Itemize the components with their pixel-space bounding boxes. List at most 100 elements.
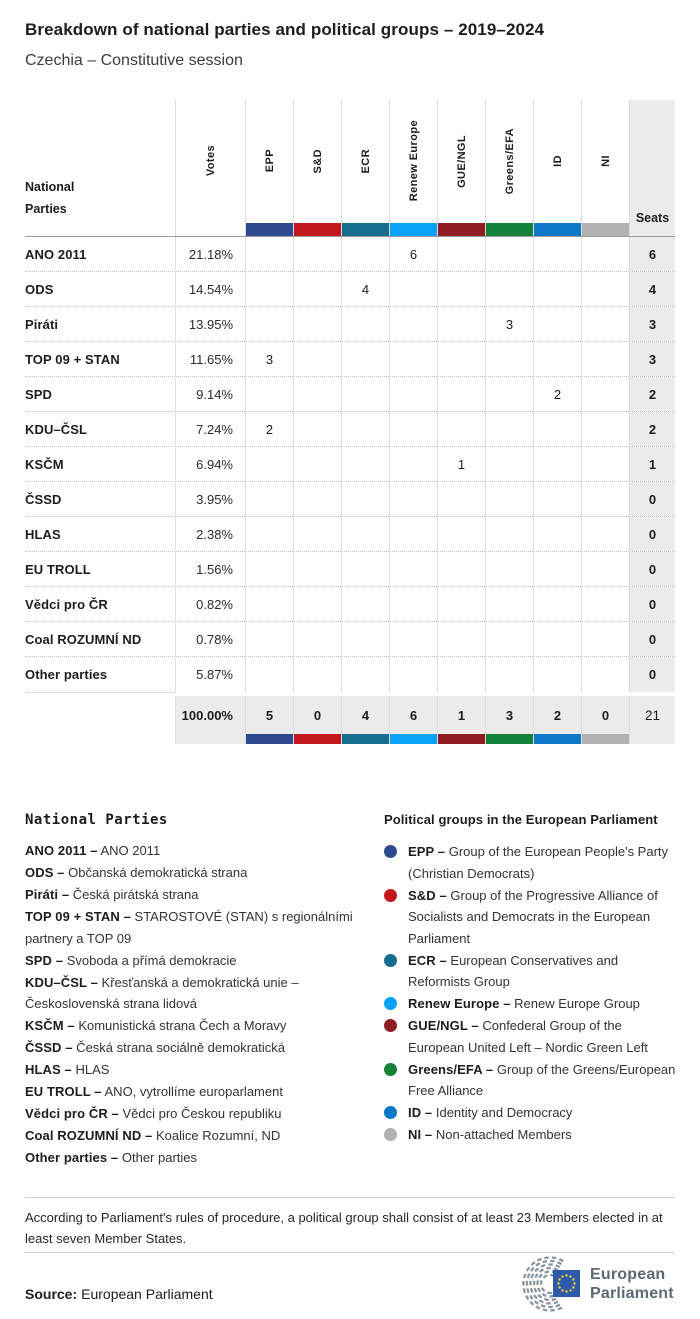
total-id: 2 (533, 696, 581, 744)
group-legend-text: ECR – European Conservatives and Reformi… (408, 950, 680, 993)
party-legend-item: TOP 09 + STAN – STAROSTOVÉ (STAN) s regi… (25, 906, 360, 949)
votes-value: 1.56% (175, 552, 245, 586)
seat-cell-gue-ngl (437, 377, 485, 411)
group-color-dot (384, 1106, 397, 1119)
seats-header: Seats (629, 100, 675, 236)
total-s-d: 0 (293, 696, 341, 744)
party-legend-item: Other parties – Other parties (25, 1147, 360, 1169)
seat-cell-renew-europe (389, 482, 437, 516)
group-header-label: NI (599, 155, 612, 167)
footnote-text: According to Parliament's rules of proce… (25, 1210, 663, 1246)
group-legend-text: GUE/NGL – Confederal Group of the Europe… (408, 1015, 680, 1058)
party-name: Vědci pro ČR (25, 596, 108, 612)
party-name: ODS (25, 281, 54, 297)
group-color-dot (384, 1062, 397, 1076)
seat-cell-ni (581, 412, 629, 446)
group-legend-name: Non-attached Members (432, 1127, 572, 1142)
seat-cell-ecr (341, 412, 389, 446)
seat-cell-id (533, 552, 581, 586)
party-legend-name: ANO, vytrollíme europarlament (101, 1084, 283, 1099)
votes-value: 0.82% (175, 587, 245, 621)
seat-cell-gue-ngl (437, 622, 485, 656)
votes-value: 7.24% (175, 412, 245, 446)
votes-value: 5.87% (175, 657, 245, 692)
seat-cell-ni (581, 272, 629, 306)
seat-cell-greens-efa (485, 587, 533, 621)
party-name: Other parties (25, 657, 175, 693)
seats-total-value: 4 (629, 272, 675, 306)
seat-cell-ni (581, 482, 629, 516)
group-color-bar-greens-efa (486, 223, 533, 236)
group-legend-item-ni: NI – Non-attached Members (384, 1124, 680, 1146)
group-legend-item-s-d: S&D – Group of the Progressive Alliance … (384, 885, 680, 950)
group-legend-abbr: ID – (408, 1105, 433, 1120)
seat-cell-id (533, 517, 581, 551)
seats-total-value: 3 (629, 307, 675, 341)
seat-cell-id (533, 342, 581, 376)
seat-cell-renew-europe (389, 517, 437, 551)
seat-cell-id (533, 482, 581, 516)
party-name: EU TROLL (25, 561, 91, 577)
table-row: TOP 09 + STAN 11.65% 3 3 (25, 342, 675, 377)
party-legend-abbr: Vědci pro ČR – (25, 1106, 119, 1121)
total-color-bar-ni (582, 734, 629, 744)
seat-cell-renew-europe: 6 (389, 237, 437, 271)
group-color-dot (384, 1019, 397, 1032)
party-legend-item: ANO 2011 – ANO 2011 (25, 840, 360, 862)
seat-cell-s-d (293, 377, 341, 411)
eu-flag-icon (553, 1270, 580, 1297)
seat-cell-id (533, 622, 581, 656)
party-legend-item: ČSSD – Česká strana sociálně demokratick… (25, 1037, 360, 1059)
logo-wordmark: European Parliament (590, 1265, 674, 1303)
party-legend-name: Občanská demokratická strana (64, 865, 248, 880)
political-groups-legend: Political groups in the European Parliam… (384, 812, 680, 1146)
seat-cell-ni (581, 657, 629, 692)
total-ni: 0 (581, 696, 629, 744)
party-legend-item: SPD – Svoboda a přímá demokracie (25, 950, 360, 972)
seat-cell-ni (581, 622, 629, 656)
seat-cell-epp: 2 (245, 412, 293, 446)
seat-cell-gue-ngl (437, 237, 485, 271)
total-color-bar-s-d (294, 734, 341, 744)
source-label: Source: (25, 1286, 78, 1302)
seat-cell-greens-efa (485, 517, 533, 551)
seat-cell-gue-ngl (437, 342, 485, 376)
total-votes: 100.00% (175, 696, 245, 744)
table-row: SPD 9.14% 2 2 (25, 377, 675, 412)
seat-cell-s-d (293, 552, 341, 586)
seat-cell-renew-europe (389, 657, 437, 692)
group-header-renew-europe: Renew Europe (389, 100, 437, 236)
votes-value: 0.78% (175, 622, 245, 656)
party-legend-name: Other parties (118, 1150, 198, 1165)
seat-cell-epp (245, 622, 293, 656)
seat-cell-s-d (293, 482, 341, 516)
group-legend-item-gue-ngl: GUE/NGL – Confederal Group of the Europe… (384, 1015, 680, 1058)
group-legend-name: Group of the European People's Party (Ch… (408, 844, 669, 881)
seat-cell-s-d (293, 272, 341, 306)
seat-cell-greens-efa (485, 412, 533, 446)
votes-value: 14.54% (175, 272, 245, 306)
seat-cell-s-d (293, 307, 341, 341)
seat-cell-epp (245, 307, 293, 341)
seat-cell-epp (245, 517, 293, 551)
total-gue-ngl: 1 (437, 696, 485, 744)
table-row: Other parties 5.87% 0 (25, 657, 675, 693)
group-legend-text: Greens/EFA – Group of the Greens/Europea… (408, 1059, 680, 1102)
group-color-bar-ni (582, 223, 629, 236)
seat-cell-s-d (293, 622, 341, 656)
seat-cell-ecr (341, 657, 389, 692)
party-name: KDU–ČSL (25, 421, 88, 437)
seat-cell-id (533, 447, 581, 481)
seat-cell-gue-ngl (437, 517, 485, 551)
party-legend-abbr: ODS – (25, 865, 65, 880)
seat-cell-s-d (293, 342, 341, 376)
votes-value: 21.18% (175, 237, 245, 271)
seats-total-value: 2 (629, 377, 675, 411)
group-header-ecr: ECR (341, 100, 389, 236)
group-legend-abbr: S&D – (408, 887, 447, 903)
party-legend-name: Česká strana sociálně demokratická (72, 1040, 285, 1055)
seat-cell-ecr (341, 377, 389, 411)
seat-cell-ni (581, 342, 629, 376)
seat-cell-epp (245, 377, 293, 411)
